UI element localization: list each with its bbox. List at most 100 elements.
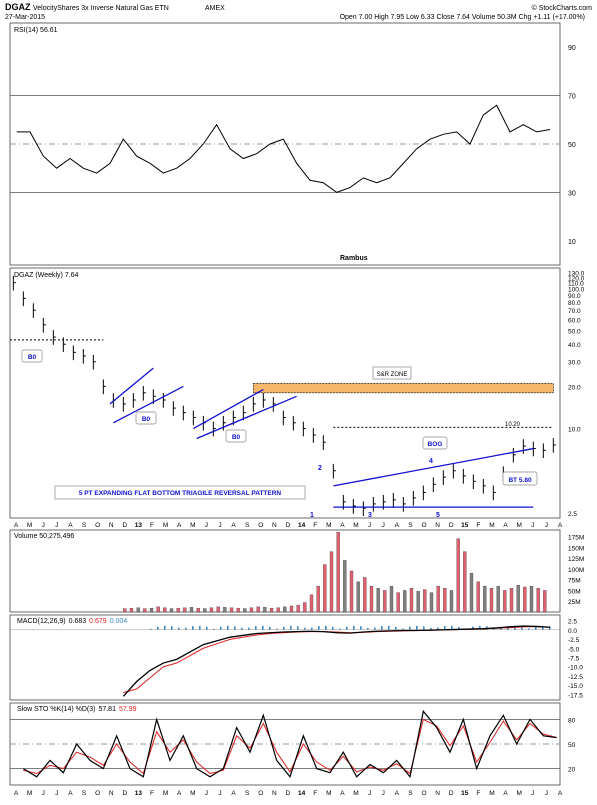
- sto-x-label: N: [272, 790, 277, 797]
- price-tick-label: 70.0: [568, 308, 581, 315]
- price-x-label: A: [14, 522, 19, 529]
- sto-x-label: O: [95, 790, 100, 797]
- bog-label: BOG: [428, 441, 443, 448]
- sto-x-label: S: [408, 790, 413, 797]
- author-label: Rambus: [340, 255, 368, 262]
- price-x-label: 14: [298, 522, 306, 529]
- macd-histogram-bar: [283, 626, 285, 630]
- volume-bar: [409, 588, 414, 613]
- sto-x-label: J: [42, 790, 45, 797]
- macd-legend-legend_hist: 0.004: [110, 618, 128, 625]
- volume-tick-label: 75M: [568, 578, 581, 585]
- volume-bar: [223, 607, 227, 613]
- sto-x-label: M: [190, 790, 195, 797]
- sto-x-label: M: [489, 790, 494, 797]
- price-tick-label: 110.0: [568, 281, 584, 288]
- volume-bar: [236, 607, 240, 613]
- macd-histogram-bar: [549, 626, 551, 630]
- macd-legend-legend_prefix: MACD(12,26,9): [17, 618, 66, 625]
- sto-x-label: 13: [135, 790, 143, 797]
- macd-histogram-bar: [311, 627, 313, 630]
- price-x-label: F: [476, 522, 480, 529]
- macd-panel: [9, 614, 561, 701]
- sto-x-label: 15: [461, 790, 469, 797]
- sr-zone: [253, 383, 554, 394]
- macd-histogram-bar: [171, 626, 173, 630]
- price-x-label: J: [368, 522, 371, 529]
- volume-bar: [523, 586, 527, 613]
- volume-bar: [343, 560, 347, 613]
- volume-bar: [469, 573, 474, 613]
- macd-histogram-bar: [269, 626, 271, 630]
- volume-bar: [529, 585, 534, 613]
- macd-tick-label: 0.0: [568, 628, 577, 635]
- sto-x-label: N: [435, 790, 440, 797]
- price-x-label: F: [313, 522, 317, 529]
- sto-x-label: J: [545, 790, 548, 797]
- volume-bar: [129, 607, 134, 613]
- macd-histogram-bar: [248, 627, 250, 630]
- sto-legend-legend_d: 57.99: [119, 706, 137, 713]
- volume-bar: [336, 532, 340, 613]
- volume-bar: [136, 607, 140, 613]
- macd-tick-label: -10.0: [568, 665, 583, 672]
- volume-bar: [423, 589, 427, 613]
- volume-bar: [543, 590, 547, 613]
- b0-label-1-box: [21, 349, 43, 363]
- price-x-label: A: [503, 522, 508, 529]
- macd-histogram-bar: [178, 627, 180, 630]
- price-x-label: O: [258, 522, 263, 529]
- sto-x-label: D: [286, 790, 291, 797]
- volume-bar: [289, 605, 294, 613]
- price-x-label: A: [395, 522, 400, 529]
- volume-bar: [503, 590, 507, 613]
- macd-histogram-bar: [416, 625, 418, 630]
- brand: © StockCharts.com: [532, 4, 593, 12]
- sto-x-label: A: [68, 790, 73, 797]
- price-legend: DGAZ (Weekly) 7.64: [14, 272, 79, 279]
- sto-x-label: M: [353, 790, 358, 797]
- volume-bar: [396, 592, 400, 613]
- macd-histogram-bar: [150, 628, 152, 630]
- sto-x-label: A: [231, 790, 236, 797]
- price-x-label: O: [421, 522, 426, 529]
- volume-bar: [229, 607, 234, 613]
- macd-tick-label: -15.0: [568, 683, 583, 690]
- price-x-label: S: [408, 522, 413, 529]
- channel-bottom-2: [196, 395, 297, 440]
- price-x-label: A: [177, 522, 182, 529]
- volume-bar: [209, 607, 214, 613]
- price-x-label: M: [353, 522, 358, 529]
- macd-histogram-bar: [409, 626, 411, 630]
- volume-bar: [516, 585, 520, 613]
- macd-histogram-bar: [206, 626, 208, 630]
- volume-tick-label: 125M: [568, 556, 584, 563]
- volume-bar: [309, 594, 314, 613]
- price-x-label: A: [68, 522, 73, 529]
- macd-histogram-bar: [360, 626, 362, 630]
- macd-histogram-bar: [479, 625, 481, 630]
- macd-histogram-bar: [199, 625, 201, 630]
- macd-histogram-bar: [500, 627, 502, 630]
- volume-bar: [449, 590, 454, 613]
- macd-legend-legend_signal: 0.679: [89, 618, 107, 625]
- volume-bar: [123, 608, 127, 613]
- price-x-label: 15: [461, 522, 469, 529]
- volume-bar: [496, 585, 500, 613]
- b0-label-1: B0: [28, 354, 37, 361]
- rsi-tick-label: 30: [568, 190, 576, 197]
- macd-histogram-bar: [528, 628, 530, 630]
- volume-bar: [429, 592, 434, 613]
- macd-histogram-bar: [444, 626, 446, 630]
- instrument-name: VelocityShares 3x Inverse Natural Gas ET…: [33, 5, 169, 12]
- volume-bar: [269, 607, 274, 613]
- volume-bar: [216, 606, 220, 613]
- macd-histogram-bar: [535, 626, 537, 630]
- macd-histogram-bar: [402, 628, 404, 630]
- volume-bar: [149, 607, 154, 613]
- macd-line: [122, 625, 551, 697]
- channel-top-1: [109, 367, 154, 405]
- price-x-label: J: [42, 522, 45, 529]
- macd-histogram-bar: [367, 627, 369, 630]
